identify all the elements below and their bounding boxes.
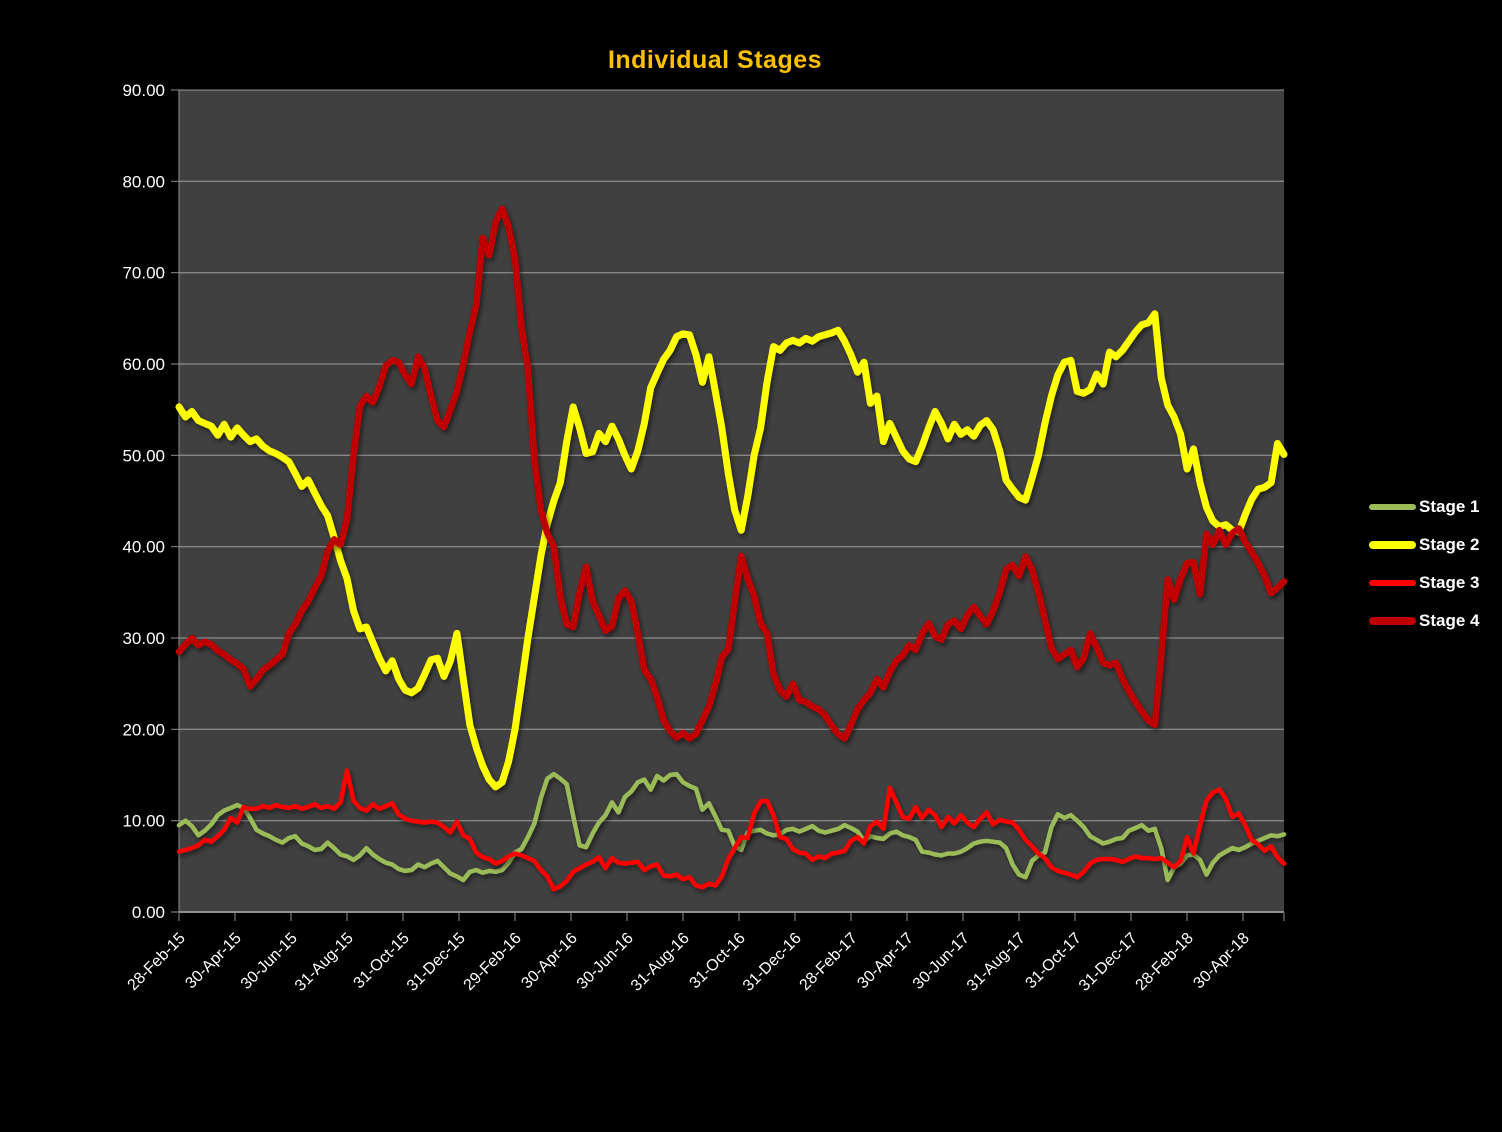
legend-label-stage-1: Stage 1 xyxy=(1419,497,1480,516)
x-axis-label: 30-Apr-18 xyxy=(1190,930,1252,992)
y-axis-label: 10.00 xyxy=(122,812,165,831)
y-axis-label: 0.00 xyxy=(132,903,165,922)
legend-item-stage-3[interactable]: Stage 3 xyxy=(1369,571,1479,595)
x-axis-label: 30-Apr-17 xyxy=(854,930,916,992)
legend-swatch-stage-4-icon xyxy=(1369,617,1416,625)
x-axis-label: 28-Feb-17 xyxy=(797,930,861,994)
axes xyxy=(171,89,1285,921)
series-line-stage-3 xyxy=(176,768,1287,892)
x-axis-label: 29-Feb-16 xyxy=(461,930,525,994)
x-axis-label: 31-Dec-16 xyxy=(740,930,805,995)
x-axis-label: 30-Apr-15 xyxy=(182,930,244,992)
x-axis-label: 31-Dec-15 xyxy=(404,930,469,995)
y-axis-label: 70.00 xyxy=(122,264,165,283)
y-axis-label: 60.00 xyxy=(122,355,165,374)
series-line-stage-1 xyxy=(176,771,1287,883)
legend-item-stage-2[interactable]: Stage 2 xyxy=(1369,533,1479,557)
legend-label-stage-3: Stage 3 xyxy=(1419,573,1480,592)
legend-swatch-stage-2-icon xyxy=(1369,541,1416,549)
legend-label-stage-2: Stage 2 xyxy=(1419,535,1480,554)
x-axis-label: 31-Aug-15 xyxy=(292,930,357,995)
series-line-stage-2 xyxy=(175,310,1288,791)
x-axis-label: 28-Feb-18 xyxy=(1133,930,1197,994)
chart-title: Individual Stages xyxy=(607,46,823,74)
legend: Stage 1 Stage 2 Stage 3 Stage 4 xyxy=(1369,495,1479,633)
y-axis-label: 30.00 xyxy=(122,629,165,648)
y-axis-label: 90.00 xyxy=(122,81,165,100)
legend-item-stage-1[interactable]: Stage 1 xyxy=(1369,495,1479,519)
legend-label-stage-4: Stage 4 xyxy=(1419,611,1480,630)
series-line-stage-4 xyxy=(175,205,1288,742)
y-axis-label: 80.00 xyxy=(122,172,165,191)
y-axis-label: 20.00 xyxy=(122,720,165,739)
x-axis-label: 30-Apr-16 xyxy=(518,930,580,992)
y-axis-label: 40.00 xyxy=(122,538,165,557)
legend-swatch-stage-3-icon xyxy=(1369,580,1416,586)
legend-item-stage-4[interactable]: Stage 4 xyxy=(1369,609,1479,633)
y-axis-label: 50.00 xyxy=(122,446,165,465)
x-axis-label: 31-Dec-17 xyxy=(1076,930,1141,995)
x-axis-label: 31-Aug-17 xyxy=(964,930,1029,995)
legend-swatch-stage-1-icon xyxy=(1369,504,1416,510)
x-axis-label: 28-Feb-15 xyxy=(125,930,189,994)
x-axis-label: 31-Aug-16 xyxy=(628,930,693,995)
